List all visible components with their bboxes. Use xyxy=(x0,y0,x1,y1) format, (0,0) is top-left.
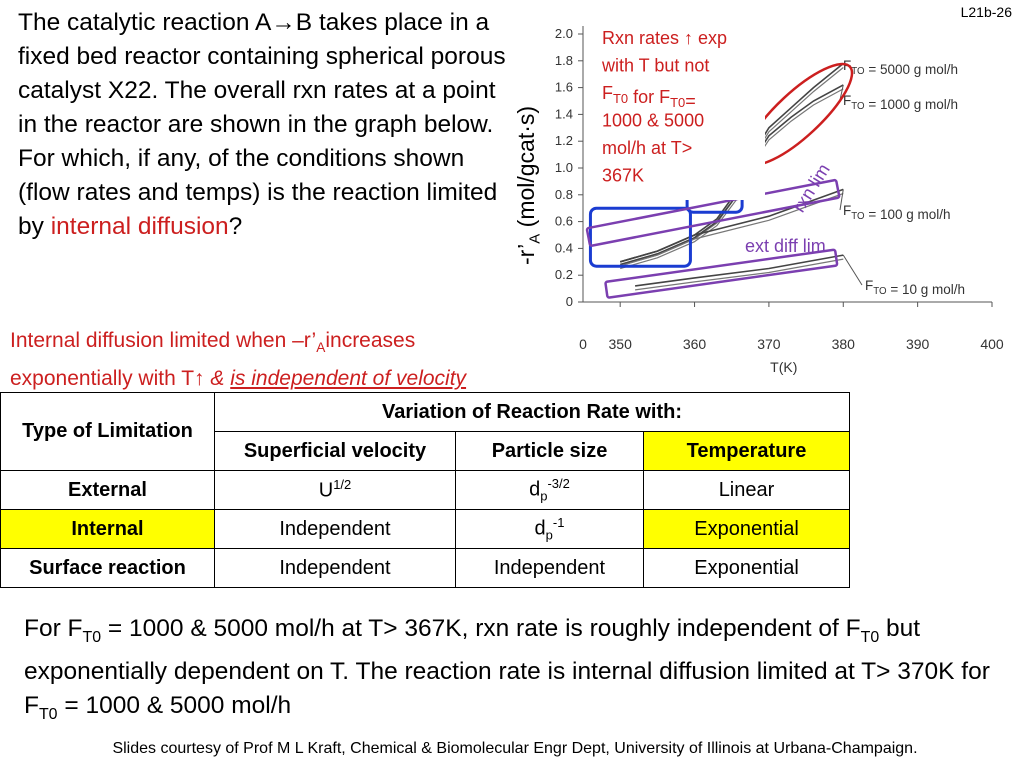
ext-diff-lim-label: ext diff lim xyxy=(745,236,826,256)
y-tick-label: 1.2 xyxy=(555,133,573,148)
note-line: FT0 for FT0= xyxy=(602,83,696,111)
x-axis-label: T(K) xyxy=(770,359,797,375)
criterion-underlined: is independent of velocity xyxy=(230,367,467,391)
note-line: 367K xyxy=(602,166,644,186)
ext-diff-rect-100 xyxy=(585,178,841,247)
cell-external-temp: Linear xyxy=(643,470,850,510)
conclusion-sub-1: T0 xyxy=(82,628,102,646)
x-tick-label: 390 xyxy=(906,336,930,352)
internal-diffusion-highlight: internal diffusion xyxy=(50,213,229,240)
table-row-surface-reaction: Surface reaction Independent Independent… xyxy=(0,548,850,588)
criterion-subscript: A xyxy=(316,340,326,356)
criterion-text-1: Internal diffusion limited when –r’ xyxy=(10,329,317,352)
series-label-leader xyxy=(842,254,863,286)
series-label-leader xyxy=(839,189,844,211)
y-label-main: -r’ xyxy=(513,243,539,265)
internal-diffusion-criterion: Internal diffusion limited when –r’Aincr… xyxy=(10,325,580,394)
x-tick-label: 380 xyxy=(832,336,856,352)
series-label: FTO = 1000 g mol/h xyxy=(843,93,958,112)
internal-size-base: d xyxy=(534,517,546,540)
cell-surface-velocity: Independent xyxy=(214,548,456,588)
problem-statement: The catalytic reaction A→B takes place i… xyxy=(18,6,508,244)
conclusion-part-1: For F xyxy=(24,615,83,642)
y-tick-label: 1.0 xyxy=(555,160,573,175)
rxn-lim-box-low xyxy=(588,206,692,268)
criterion-ampersand: & xyxy=(210,367,231,391)
col-particle-size: Particle size xyxy=(455,431,644,471)
y-tick-label: 0 xyxy=(566,294,573,309)
series-line-inner-2 xyxy=(620,192,844,267)
table-row-internal: Internal Independent dp-1 Exponential xyxy=(0,509,850,549)
problem-question-mark: ? xyxy=(228,213,243,240)
external-size-base: d xyxy=(529,478,541,501)
variation-header: Variation of Reaction Rate with: xyxy=(214,392,850,432)
cell-surface-temp: Exponential xyxy=(643,548,850,588)
internal-size-exp: -1 xyxy=(552,515,565,531)
conclusion-part-3: but exponentially dependent on T. The re… xyxy=(24,615,990,719)
ext-diff-rect-10 xyxy=(604,248,839,299)
external-size-sub: p xyxy=(540,488,548,504)
note-line: mol/h at T> xyxy=(602,138,692,158)
series-line-3 xyxy=(634,254,844,287)
cell-external-size: dp-3/2 xyxy=(455,470,644,510)
footer-credit: Slides courtesy of Prof M L Kraft, Chemi… xyxy=(112,740,918,757)
conclusion-part-2: = 1000 & 5000 mol/h at T> 367K, rxn rate… xyxy=(101,615,861,642)
external-velocity-base: U xyxy=(318,479,334,502)
cell-external-velocity: U1/2 xyxy=(214,470,456,510)
cell-surface-size: Independent xyxy=(455,548,644,588)
x-tick-label: 370 xyxy=(757,336,781,352)
type-of-limitation-header: Type of Limitation xyxy=(0,392,215,471)
conclusion-sub-3: T0 xyxy=(38,705,58,723)
row-type-internal: Internal xyxy=(0,509,215,549)
series-label: FTO = 10 g mol/h xyxy=(865,278,965,297)
y-tick-label: 0.4 xyxy=(555,240,573,255)
cell-internal-temp: Exponential xyxy=(643,509,850,549)
external-size-exp: -3/2 xyxy=(547,476,570,492)
note-line: 1000 & 5000 xyxy=(602,111,704,131)
row-type-surface-reaction: Surface reaction xyxy=(0,548,215,588)
series-label: FTO = 5000 g mol/h xyxy=(843,58,958,77)
y-tick-label: 1.8 xyxy=(555,53,573,68)
slide-number: L21b-26 xyxy=(960,4,1012,20)
conclusion-sub-2: T0 xyxy=(860,628,880,646)
series-label: FTO = 100 g mol/h xyxy=(843,203,951,222)
x-tick-label: 360 xyxy=(683,336,707,352)
table-row-external: External U1/2 dp-3/2 Linear xyxy=(0,470,850,510)
chart-svg: 0 0.2 0.4 0.6 0.8 1.0 1.2 1.4 1.6 1.8 2.0 0 350 360 37… xyxy=(555,20,1004,375)
x-origin-label: 0 xyxy=(579,336,587,352)
y-label-units: (mol/gcat·s) xyxy=(513,105,539,234)
external-velocity-exp: 1/2 xyxy=(333,477,352,493)
y-tick-label: 1.6 xyxy=(555,80,573,95)
internal-size-sub: p xyxy=(545,527,553,543)
rate-vs-temperature-chart: 0 0.2 0.4 0.6 0.8 1.0 1.2 1.4 1.6 1.8 2.0 0 350 360 37… xyxy=(505,0,1024,390)
limitation-table: Type of Limitation Variation of Reaction… xyxy=(0,392,850,588)
y-tick-label: 0.6 xyxy=(555,214,573,229)
cell-internal-size: dp-1 xyxy=(455,509,644,549)
y-tick-label: 2.0 xyxy=(555,26,573,41)
x-tick-label: 350 xyxy=(609,336,633,352)
note-line: with T but not xyxy=(601,56,709,76)
conclusion-part-4: = 1000 & 5000 mol/h xyxy=(57,691,292,719)
col-superficial-velocity: Superficial velocity xyxy=(214,431,456,471)
series-label-leader xyxy=(839,84,844,101)
table-subheader-row: Superficial velocity Particle size Tempe… xyxy=(1,431,850,471)
criterion-text-3: exponentially with T↑ xyxy=(10,367,211,391)
chart-y-axis-label: -r’A (mol/gcat·s) xyxy=(513,106,544,265)
col-temperature: Temperature xyxy=(643,431,850,471)
note-background xyxy=(600,20,765,200)
note-line: Rxn rates ↑ exp xyxy=(602,28,727,48)
series-line-inner-3 xyxy=(635,258,844,291)
conclusion-text: For FT0 = 1000 & 5000 mol/h at T> 367K, … xyxy=(24,612,1014,732)
x-tick-label: 400 xyxy=(980,336,1004,352)
y-tick-label: 0.8 xyxy=(555,187,573,202)
cell-internal-velocity: Independent xyxy=(214,509,456,549)
y-label-sub: A xyxy=(526,233,544,244)
table-header-row: Type of Limitation Variation of Reaction… xyxy=(0,392,850,471)
row-type-external: External xyxy=(0,470,215,510)
y-tick-label: 1.4 xyxy=(555,106,573,121)
problem-text: The catalytic reaction A→B takes place i… xyxy=(18,9,506,240)
y-tick-label: 0.2 xyxy=(555,267,573,282)
criterion-text-2: increases xyxy=(325,329,416,352)
